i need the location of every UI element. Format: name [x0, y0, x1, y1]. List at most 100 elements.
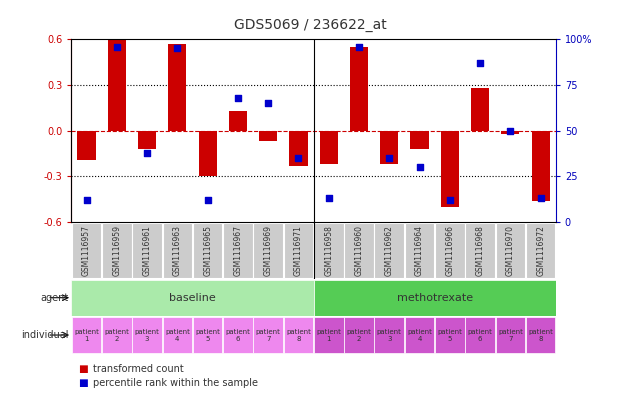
- Bar: [289, 130, 307, 166]
- Text: percentile rank within the sample: percentile rank within the sample: [93, 378, 258, 388]
- FancyBboxPatch shape: [526, 317, 556, 353]
- FancyBboxPatch shape: [405, 317, 435, 353]
- Text: GDS5069 / 236622_at: GDS5069 / 236622_at: [234, 18, 387, 32]
- Text: GSM1116964: GSM1116964: [415, 225, 424, 276]
- Text: agent: agent: [40, 293, 68, 303]
- Text: GSM1116967: GSM1116967: [233, 225, 242, 276]
- Text: GSM1116963: GSM1116963: [173, 225, 182, 276]
- Text: ■: ■: [78, 378, 88, 388]
- Text: patient
6: patient 6: [225, 329, 250, 342]
- Text: GSM1116966: GSM1116966: [445, 225, 455, 276]
- FancyBboxPatch shape: [465, 317, 495, 353]
- Text: patient
3: patient 3: [135, 329, 160, 342]
- FancyBboxPatch shape: [223, 222, 253, 279]
- Text: patient
5: patient 5: [437, 329, 462, 342]
- Point: [505, 127, 515, 134]
- Text: patient
8: patient 8: [286, 329, 311, 342]
- FancyBboxPatch shape: [223, 317, 253, 353]
- FancyBboxPatch shape: [193, 317, 222, 353]
- Bar: [138, 130, 156, 149]
- Point: [475, 60, 485, 66]
- Point: [445, 197, 455, 203]
- Text: patient
7: patient 7: [256, 329, 281, 342]
- FancyBboxPatch shape: [435, 317, 465, 353]
- Text: patient
6: patient 6: [468, 329, 492, 342]
- Text: transformed count: transformed count: [93, 364, 184, 374]
- FancyBboxPatch shape: [284, 317, 314, 353]
- Point: [384, 155, 394, 161]
- Text: patient
8: patient 8: [528, 329, 553, 342]
- Bar: [320, 130, 338, 164]
- FancyBboxPatch shape: [314, 222, 343, 279]
- Text: GSM1116971: GSM1116971: [294, 225, 303, 276]
- FancyBboxPatch shape: [496, 222, 525, 279]
- Text: patient
5: patient 5: [195, 329, 220, 342]
- Text: GSM1116960: GSM1116960: [355, 225, 363, 276]
- FancyBboxPatch shape: [132, 317, 162, 353]
- Point: [294, 155, 304, 161]
- Bar: [259, 130, 277, 141]
- FancyBboxPatch shape: [344, 222, 374, 279]
- FancyBboxPatch shape: [284, 222, 314, 279]
- Text: patient
1: patient 1: [316, 329, 341, 342]
- FancyBboxPatch shape: [71, 317, 101, 353]
- Bar: [108, 39, 126, 130]
- Text: patient
7: patient 7: [498, 329, 523, 342]
- FancyBboxPatch shape: [163, 222, 193, 279]
- Text: individual: individual: [21, 330, 68, 340]
- Text: patient
3: patient 3: [377, 329, 402, 342]
- FancyBboxPatch shape: [71, 280, 314, 316]
- Text: patient
1: patient 1: [74, 329, 99, 342]
- FancyBboxPatch shape: [465, 222, 495, 279]
- FancyBboxPatch shape: [193, 222, 222, 279]
- Text: patient
2: patient 2: [347, 329, 371, 342]
- Text: GSM1116970: GSM1116970: [506, 225, 515, 276]
- Bar: [532, 130, 550, 201]
- FancyBboxPatch shape: [405, 222, 435, 279]
- Point: [324, 195, 333, 202]
- FancyBboxPatch shape: [374, 222, 404, 279]
- Text: GSM1116961: GSM1116961: [143, 225, 152, 276]
- Text: GSM1116958: GSM1116958: [324, 225, 333, 276]
- Text: GSM1116962: GSM1116962: [385, 225, 394, 276]
- Point: [112, 44, 122, 50]
- Bar: [199, 130, 217, 176]
- FancyBboxPatch shape: [314, 280, 556, 316]
- FancyBboxPatch shape: [374, 317, 404, 353]
- Bar: [441, 130, 459, 207]
- FancyBboxPatch shape: [102, 317, 132, 353]
- FancyBboxPatch shape: [253, 222, 283, 279]
- FancyBboxPatch shape: [435, 222, 465, 279]
- Bar: [168, 44, 186, 130]
- Text: patient
4: patient 4: [165, 329, 190, 342]
- Text: GSM1116965: GSM1116965: [203, 225, 212, 276]
- Bar: [350, 47, 368, 130]
- Bar: [380, 130, 398, 164]
- Point: [142, 149, 152, 156]
- Text: GSM1116972: GSM1116972: [536, 225, 545, 276]
- Bar: [501, 130, 519, 134]
- Bar: [229, 111, 247, 130]
- Text: patient
4: patient 4: [407, 329, 432, 342]
- Point: [415, 164, 425, 171]
- Point: [354, 44, 364, 50]
- Point: [202, 197, 212, 203]
- Text: GSM1116968: GSM1116968: [476, 225, 484, 276]
- FancyBboxPatch shape: [526, 222, 556, 279]
- Text: GSM1116969: GSM1116969: [264, 225, 273, 276]
- Text: patient
2: patient 2: [104, 329, 129, 342]
- Text: GSM1116957: GSM1116957: [82, 225, 91, 276]
- FancyBboxPatch shape: [314, 317, 343, 353]
- Point: [173, 45, 183, 51]
- Text: GSM1116959: GSM1116959: [112, 225, 121, 276]
- FancyBboxPatch shape: [132, 222, 162, 279]
- FancyBboxPatch shape: [253, 317, 283, 353]
- Text: methotrexate: methotrexate: [397, 293, 473, 303]
- Point: [536, 195, 546, 202]
- FancyBboxPatch shape: [344, 317, 374, 353]
- Text: ■: ■: [78, 364, 88, 374]
- FancyBboxPatch shape: [496, 317, 525, 353]
- FancyBboxPatch shape: [163, 317, 193, 353]
- Point: [81, 197, 91, 203]
- Bar: [78, 130, 96, 160]
